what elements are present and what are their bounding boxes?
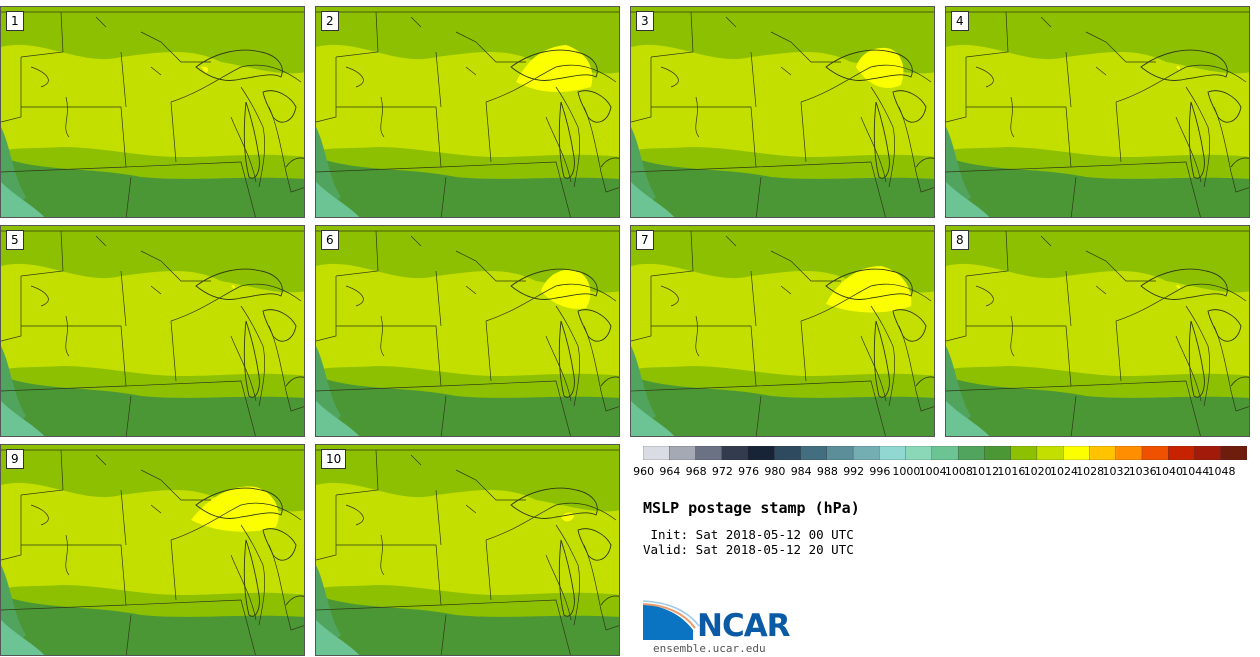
stamp-number: 10: [321, 449, 347, 469]
stamp-number: 2: [321, 11, 339, 31]
colorbar-swatch: [1168, 446, 1196, 460]
mslp-map: [946, 226, 1249, 436]
colorbar-tick-label: 996: [869, 465, 891, 478]
stamp-number: 3: [636, 11, 654, 31]
mslp-map: [1, 226, 304, 436]
colorbar-tick-label: 1024: [1050, 465, 1078, 478]
colorbar-swatch: [774, 446, 802, 460]
mslp-map: [1, 7, 304, 217]
colorbar-swatch: [747, 446, 775, 460]
colorbar-tick-label: 968: [685, 465, 707, 478]
colorbar-swatch: [1010, 446, 1038, 460]
colorbar-tick-label: 1016: [997, 465, 1026, 478]
colorbar-swatch: [826, 446, 854, 460]
stamp-number: 8: [951, 230, 969, 250]
mslp-map: [631, 7, 934, 217]
stamp-6[interactable]: 6: [315, 225, 620, 437]
colorbar-tick-label: 1044: [1181, 465, 1210, 478]
colorbar-swatch: [852, 446, 880, 460]
colorbar-tick-label: 992: [843, 465, 865, 478]
stamp-7[interactable]: 7: [630, 225, 935, 437]
colorbar-swatch: [879, 446, 907, 460]
colorbar-swatch: [669, 446, 697, 460]
colorbar-tick-label: 960: [633, 465, 655, 478]
colorbar-swatch: [643, 446, 670, 460]
stamp-number: 5: [6, 230, 24, 250]
colorbar-tick-label: 1012: [971, 465, 1000, 478]
init-time: Init: Sat 2018-05-12 00 UTC: [643, 527, 854, 542]
colorbar-swatch: [800, 446, 828, 460]
colorbar-swatch: [1115, 446, 1143, 460]
mslp-map: [316, 7, 619, 217]
colorbar-labels: 960 964 968 972 976 980 984 988 992 996 1000 1004 10…: [630, 466, 1260, 480]
colorbar-tick-label: 1008: [944, 465, 973, 478]
colorbar-swatch: [905, 446, 933, 460]
colorbar-swatch: [1063, 446, 1091, 460]
ncar-wordmark: NCAR: [697, 608, 791, 644]
mslp-map: [946, 7, 1249, 217]
stamp-10[interactable]: 10: [315, 444, 620, 656]
ncar-swoosh-icon: [643, 600, 700, 640]
colorbar-tick-label: 984: [790, 465, 812, 478]
colorbar-swatch: [1141, 446, 1169, 460]
colorbar-swatch: [1194, 446, 1222, 460]
colorbar-tick-label: 1020: [1023, 465, 1052, 478]
stamp-9[interactable]: 9: [0, 444, 305, 656]
colorbar-tick-label: 1040: [1155, 465, 1183, 478]
colorbar-swatch: [1220, 446, 1247, 460]
stamp-number: 1: [6, 11, 24, 31]
colorbar-tick-label: 1032: [1102, 465, 1131, 478]
stamp-5[interactable]: 5: [0, 225, 305, 437]
site-url[interactable]: ensemble.ucar.edu: [653, 642, 766, 655]
mslp-map: [316, 226, 619, 436]
colorbar-swatch: [931, 446, 959, 460]
plot-title: MSLP postage stamp (hPa): [643, 499, 860, 517]
colorbar-swatch: [1089, 446, 1117, 460]
stamp-4[interactable]: 4: [945, 6, 1250, 218]
valid-time: Valid: Sat 2018-05-12 20 UTC: [643, 542, 854, 557]
mslp-map: [1, 445, 304, 655]
colorbar-tick-label: 1036: [1128, 465, 1157, 478]
colorbar-tick-label: 972: [711, 465, 733, 478]
colorbar-swatch: [1036, 446, 1064, 460]
colorbar-swatch: [984, 446, 1012, 460]
stamp-number: 7: [636, 230, 654, 250]
stamp-2[interactable]: 2: [315, 6, 620, 218]
colorbar-tick-label: 964: [659, 465, 681, 478]
stamp-8[interactable]: 8: [945, 225, 1250, 437]
stamp-3[interactable]: 3: [630, 6, 935, 218]
colorbar: [643, 446, 1247, 460]
stamp-number: 4: [951, 11, 969, 31]
colorbar-swatch: [695, 446, 723, 460]
colorbar-tick-label: 1000: [892, 465, 921, 478]
mslp-map: [631, 226, 934, 436]
colorbar-tick-label: 1004: [918, 465, 947, 478]
stamp-number: 6: [321, 230, 339, 250]
stamp-number: 9: [6, 449, 24, 469]
colorbar-swatch: [957, 446, 986, 460]
mslp-map: [316, 445, 619, 655]
colorbar-swatch: [721, 446, 749, 460]
colorbar-tick-label: 988: [816, 465, 838, 478]
colorbar-tick-label: 1028: [1076, 465, 1105, 478]
colorbar-tick-label: 1048: [1207, 465, 1236, 478]
stamp-1[interactable]: 1: [0, 6, 305, 218]
colorbar-tick-label: 976: [738, 465, 760, 478]
colorbar-tick-label: 980: [764, 465, 786, 478]
